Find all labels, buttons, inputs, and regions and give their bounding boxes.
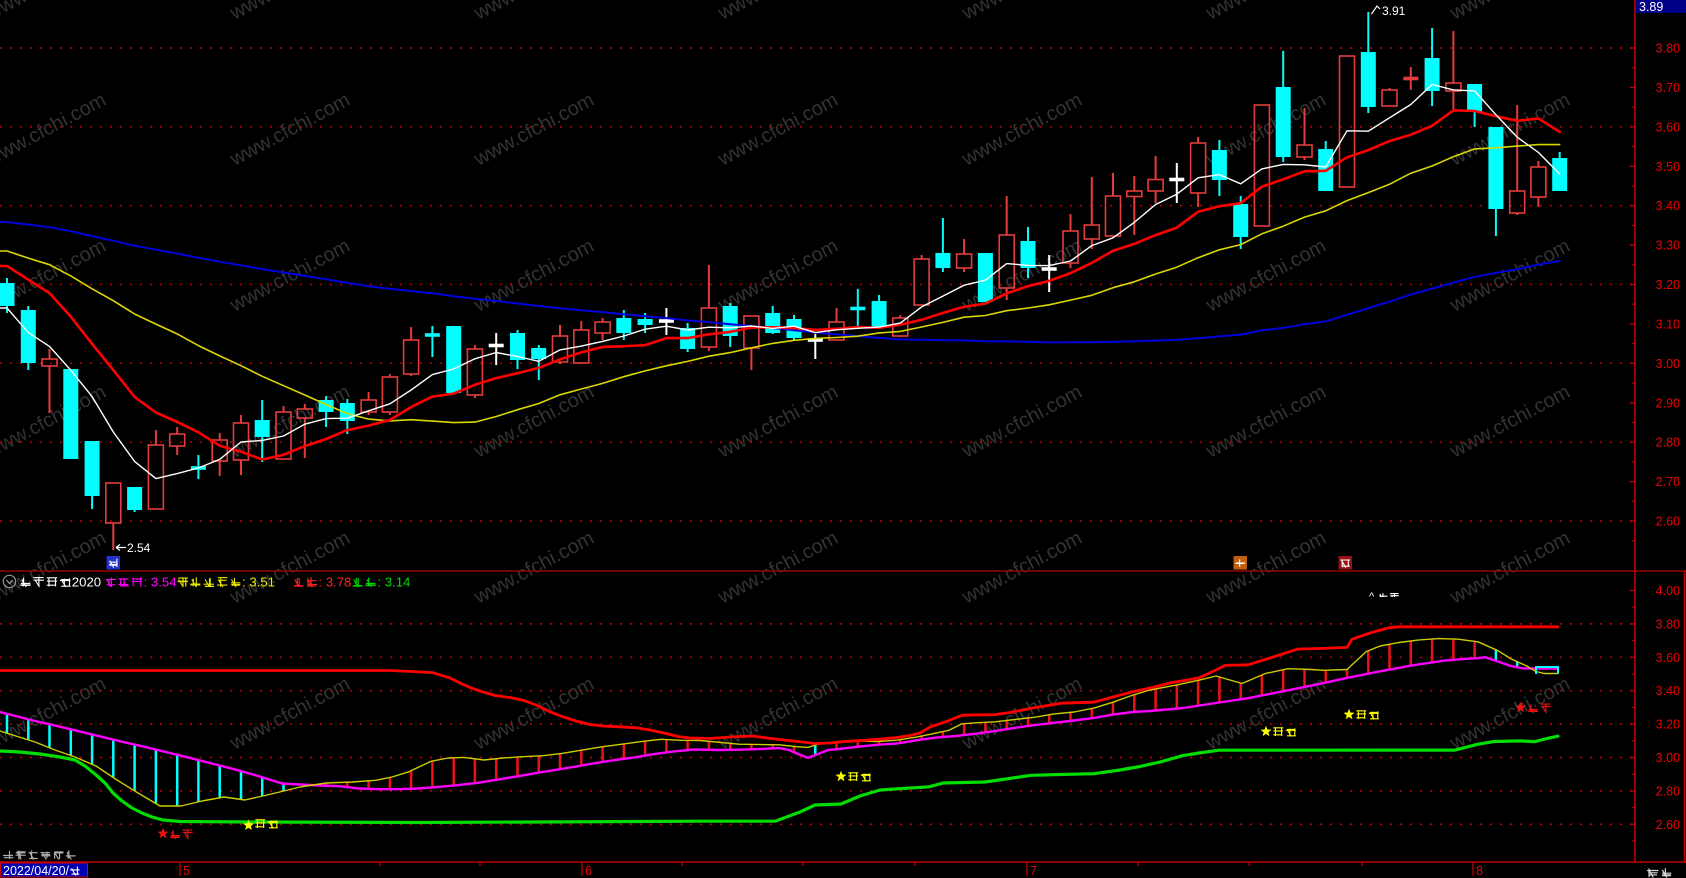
- svg-text:2.80: 2.80: [1656, 436, 1680, 450]
- svg-text:7: 7: [1030, 864, 1037, 878]
- svg-text:2022/04/20/: 2022/04/20/: [3, 864, 70, 878]
- svg-text:2.80: 2.80: [1656, 784, 1680, 798]
- svg-text:5: 5: [183, 864, 190, 878]
- svg-text:2.90: 2.90: [1656, 396, 1680, 410]
- svg-text:3.70: 3.70: [1656, 81, 1680, 95]
- svg-text:3.60: 3.60: [1656, 120, 1680, 134]
- svg-text:3.60: 3.60: [1656, 651, 1680, 665]
- svg-text:4.00: 4.00: [1656, 584, 1680, 598]
- svg-text:3.50: 3.50: [1656, 160, 1680, 174]
- svg-text:: 3.54: : 3.54: [144, 575, 177, 590]
- svg-text:: 3.78: : 3.78: [318, 575, 351, 590]
- svg-text:6: 6: [585, 864, 592, 878]
- svg-text:3.91: 3.91: [1382, 4, 1406, 18]
- svg-text:2020: 2020: [72, 575, 101, 590]
- svg-text:3.20: 3.20: [1656, 278, 1680, 292]
- svg-text:: 3.51: : 3.51: [242, 575, 275, 590]
- svg-text:2.54: 2.54: [127, 541, 151, 555]
- svg-text:2.70: 2.70: [1656, 475, 1680, 489]
- svg-text:3.80: 3.80: [1656, 617, 1680, 631]
- svg-text:3.80: 3.80: [1656, 42, 1680, 56]
- svg-text:2.60: 2.60: [1656, 818, 1680, 832]
- svg-text:3.00: 3.00: [1656, 751, 1680, 765]
- svg-text:: 3.14: : 3.14: [377, 575, 410, 590]
- svg-text:8: 8: [1476, 864, 1483, 878]
- svg-text:3.10: 3.10: [1656, 317, 1680, 331]
- svg-text:3.40: 3.40: [1656, 199, 1680, 213]
- svg-text:3.40: 3.40: [1656, 684, 1680, 698]
- svg-text:^: ^: [1369, 591, 1375, 603]
- svg-text:3.00: 3.00: [1656, 357, 1680, 371]
- svg-text:3.20: 3.20: [1656, 718, 1680, 732]
- svg-text:3.89: 3.89: [1639, 0, 1663, 14]
- svg-text:3.30: 3.30: [1656, 239, 1680, 253]
- svg-text:2.60: 2.60: [1656, 515, 1680, 529]
